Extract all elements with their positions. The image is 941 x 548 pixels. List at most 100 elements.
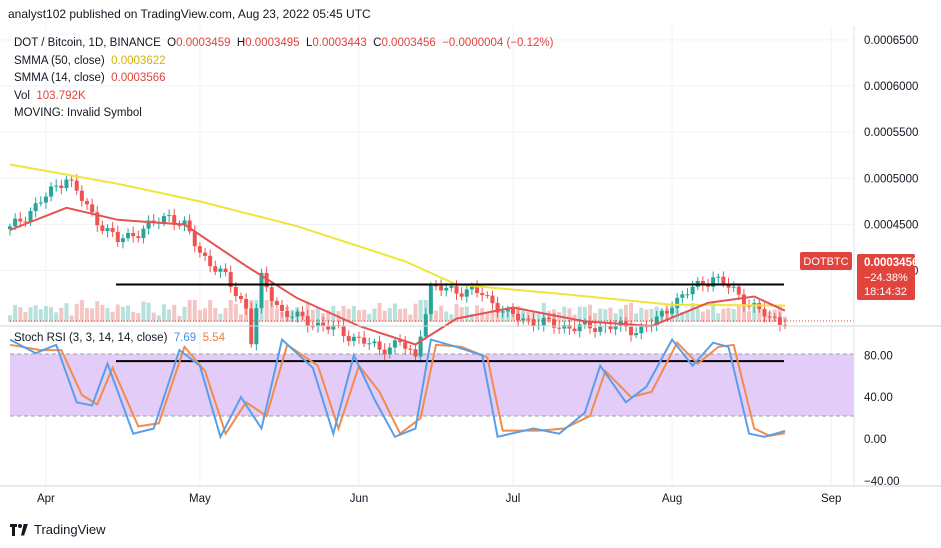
time-tick-label: Jun bbox=[350, 493, 369, 505]
volume-bar bbox=[264, 300, 269, 322]
price-tick-label: 0.0006500 bbox=[864, 35, 918, 47]
volume-bar bbox=[269, 300, 274, 322]
candle-body bbox=[741, 294, 746, 306]
price-tick-label: 0.0006000 bbox=[864, 81, 918, 93]
candle-body bbox=[223, 268, 228, 273]
candle-body bbox=[269, 287, 274, 301]
tradingview-logo[interactable]: TradingView bbox=[10, 522, 106, 537]
volume-bar bbox=[454, 303, 459, 322]
volume-bar bbox=[618, 308, 623, 322]
candle-body bbox=[747, 305, 752, 307]
candle-body bbox=[192, 231, 197, 247]
candle-body bbox=[716, 276, 721, 278]
candle-body bbox=[700, 280, 705, 286]
badge-countdown: 18:14:32 bbox=[864, 286, 907, 298]
candle-body bbox=[670, 308, 675, 314]
open-label: O bbox=[167, 37, 177, 49]
volume-bar bbox=[747, 311, 752, 322]
volume-bar bbox=[218, 313, 223, 322]
stoch-tick-label: 40.00 bbox=[864, 392, 893, 404]
volume-bar bbox=[357, 310, 362, 322]
candle-body bbox=[84, 200, 89, 205]
candle-body bbox=[197, 246, 202, 253]
candle-body bbox=[398, 340, 403, 343]
candle-body bbox=[43, 196, 48, 203]
volume-bar bbox=[469, 313, 474, 322]
candle-body bbox=[300, 311, 305, 317]
volume-bar bbox=[315, 307, 320, 322]
volume-bar bbox=[623, 304, 628, 322]
volume-bar bbox=[110, 311, 115, 322]
volume-row[interactable]: Vol 103.792K bbox=[14, 88, 553, 106]
volume-bar bbox=[367, 313, 372, 322]
volume-bar bbox=[362, 309, 367, 322]
candle-body bbox=[567, 325, 572, 329]
stoch-label: Stoch RSI (3, 3, 14, 14, close) bbox=[14, 332, 168, 344]
candle-body bbox=[33, 203, 38, 212]
volume-bar bbox=[685, 310, 690, 322]
volume-bar bbox=[577, 306, 582, 322]
volume-bar bbox=[49, 307, 54, 322]
candle-body bbox=[480, 293, 485, 296]
volume-bar bbox=[326, 310, 331, 322]
volume-bar bbox=[213, 307, 218, 322]
candle-body bbox=[639, 326, 644, 334]
stoch-legend[interactable]: Stoch RSI (3, 3, 14, 14, close) 7.69 5.5… bbox=[14, 332, 225, 344]
candle-body bbox=[100, 225, 105, 232]
volume-bar bbox=[587, 304, 592, 322]
candle-body bbox=[613, 326, 618, 330]
chart-canvas[interactable]: 0.0006500 0.0006000 0.0005500 0.0005000 0.00… bbox=[0, 26, 941, 516]
candle-body bbox=[172, 215, 177, 225]
ohlc-row[interactable]: DOT / Bitcoin, 1D, BINANCE O0.0003459 H0… bbox=[14, 35, 553, 53]
volume-bar bbox=[161, 304, 166, 322]
volume-bar bbox=[464, 306, 469, 322]
candle-body bbox=[521, 318, 526, 321]
candle-body bbox=[23, 221, 28, 223]
candle-body bbox=[449, 286, 454, 288]
volume-bar bbox=[572, 314, 577, 322]
volume-bar bbox=[680, 311, 685, 322]
candle-body bbox=[141, 228, 146, 239]
candle-body bbox=[629, 326, 634, 336]
candle-body bbox=[362, 337, 367, 344]
volume-bar bbox=[731, 309, 736, 322]
volume-bar bbox=[736, 305, 741, 322]
volume-bar bbox=[562, 306, 567, 322]
footer: TradingView bbox=[0, 516, 941, 548]
candle-body bbox=[346, 336, 351, 342]
candle-body bbox=[203, 252, 208, 256]
sma14-line bbox=[9, 206, 786, 346]
volume-bar bbox=[372, 308, 377, 322]
volume-bar bbox=[593, 312, 598, 322]
sma50-row[interactable]: SMMA (50, close) 0.0003622 bbox=[14, 53, 553, 71]
volume-bar bbox=[151, 312, 156, 322]
sma14-row[interactable]: SMMA (14, close) 0.0003566 bbox=[14, 70, 553, 88]
candle-body bbox=[208, 255, 213, 267]
candle-body bbox=[654, 316, 659, 326]
volume-bar bbox=[444, 311, 449, 322]
volume-bar bbox=[43, 305, 48, 322]
candle-body bbox=[690, 286, 695, 295]
candle-body bbox=[531, 319, 536, 326]
candle-body bbox=[510, 308, 515, 314]
moving-row[interactable]: MOVING: Invalid Symbol bbox=[14, 105, 553, 123]
volume-bar bbox=[541, 302, 546, 322]
chart-frame[interactable]: 0.0006500 0.0006000 0.0005500 0.0005000 0.00… bbox=[0, 26, 941, 516]
candle-body bbox=[315, 322, 320, 327]
price-badge-box bbox=[857, 254, 915, 300]
volume-bar bbox=[387, 308, 392, 322]
volume-bar bbox=[413, 303, 418, 322]
volume-bar bbox=[480, 308, 485, 322]
candle-body bbox=[413, 349, 418, 357]
candle-body bbox=[772, 316, 777, 318]
candle-body bbox=[161, 216, 166, 223]
volume-bar bbox=[649, 308, 654, 322]
volume-bar bbox=[18, 307, 23, 322]
volume-bar bbox=[64, 303, 69, 322]
candle-body bbox=[105, 228, 110, 232]
candle-body bbox=[485, 295, 490, 297]
candle-body bbox=[95, 212, 100, 226]
volume-bar bbox=[690, 303, 695, 322]
candle-body bbox=[516, 313, 521, 321]
candle-body bbox=[598, 326, 603, 332]
